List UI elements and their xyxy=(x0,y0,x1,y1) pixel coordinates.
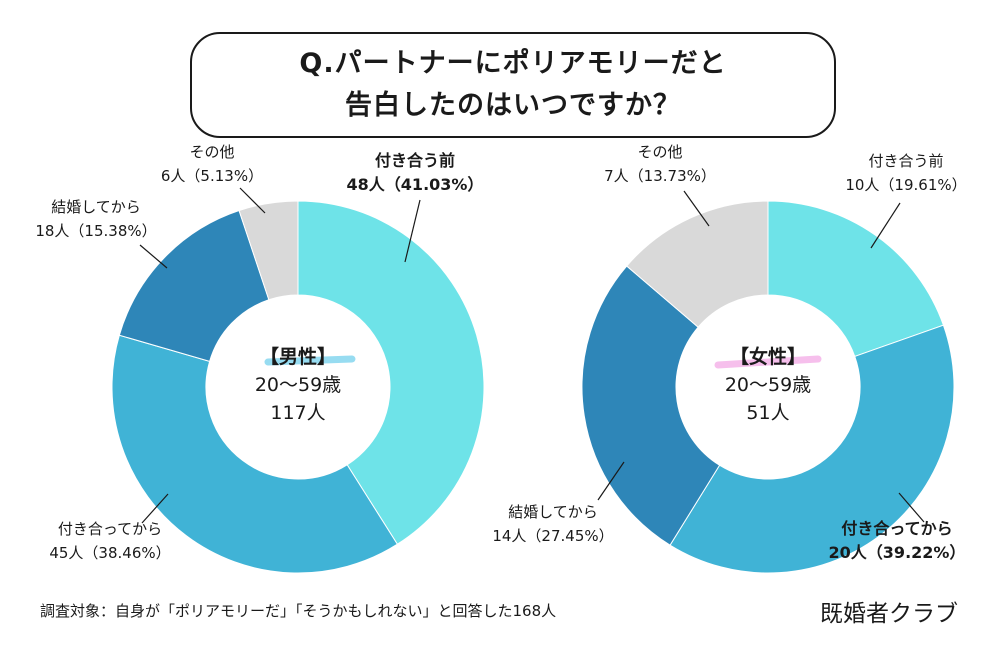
male-leader-line-other xyxy=(239,187,266,214)
male-slice-after-dating xyxy=(111,334,399,574)
male-leader-line-after-marriage xyxy=(139,244,168,269)
question-title-line-1: Q.パートナーにポリアモリーだと xyxy=(299,48,727,79)
male-slice-before-dating xyxy=(297,200,485,545)
female-leader-line-after-marriage xyxy=(597,461,625,501)
female-slice-other xyxy=(626,200,769,328)
female-slice-label-after-dating-name: 付き合ってから xyxy=(841,519,952,538)
male-slice-label-after-marriage-value: 18人（15.38%） xyxy=(35,222,156,240)
male-leader-line-before-dating xyxy=(404,199,421,263)
male-center-label-0: 【男性】 xyxy=(260,345,336,368)
male-slice-label-after-dating-value: 45人（38.46%） xyxy=(49,544,170,562)
male-slice-label-after-marriage-name: 結婚してから xyxy=(51,198,141,216)
male-slice-other xyxy=(238,200,299,301)
male-heading-highlight xyxy=(264,355,356,366)
male-leader-line-after-dating xyxy=(141,493,169,524)
male-slice-label-other-name: その他 xyxy=(189,143,234,161)
female-leader-line-before-dating xyxy=(870,202,901,249)
male-slice-label-before-dating-name: 付き合う前 xyxy=(375,151,455,170)
female-slice-label-after-marriage-name: 結婚してから xyxy=(508,503,598,521)
female-slice-label-other-name: その他 xyxy=(637,143,682,161)
male-center-label-1: 20〜59歳 xyxy=(255,374,341,396)
male-center-label-2: 117人 xyxy=(270,402,325,424)
female-slice-before-dating xyxy=(767,200,945,358)
question-title-line-2: 告白したのはいつですか？ xyxy=(345,90,681,121)
female-slice-after-dating xyxy=(669,324,955,574)
female-slice-label-before-dating-value: 10人（19.61%） xyxy=(845,176,966,194)
female-slice-label-before-dating-name: 付き合う前 xyxy=(868,152,943,170)
question-title-box: Q.パートナーにポリアモリーだと 告白したのはいつですか？ xyxy=(190,32,836,138)
brand-logo-text: 既婚者クラブ xyxy=(820,601,958,627)
female-leader-line-other xyxy=(683,190,710,227)
male-slice-label-before-dating-value: 48人（41.03%） xyxy=(347,175,484,194)
female-center-label-1: 20〜59歳 xyxy=(725,374,811,396)
female-center-label-0: 【女性】 xyxy=(730,345,806,368)
female-slice-label-other-value: 7人（13.73%） xyxy=(604,167,716,185)
female-leader-line-after-dating xyxy=(898,492,925,523)
female-slice-label-after-dating-value: 20人（39.22%） xyxy=(829,543,966,562)
male-slice-label-other-value: 6人（5.13%） xyxy=(161,167,263,185)
female-slice-after-marriage xyxy=(581,265,721,546)
female-center-label-2: 51人 xyxy=(746,402,789,424)
male-slice-label-after-dating-name: 付き合ってから xyxy=(58,520,162,538)
female-slice-label-after-marriage-value: 14人（27.45%） xyxy=(492,527,613,545)
survey-footnote: 調査対象：自身が「ポリアモリーだ」「そうかもしれない」と回答した168人 xyxy=(40,602,557,620)
female-heading-highlight xyxy=(714,355,822,369)
